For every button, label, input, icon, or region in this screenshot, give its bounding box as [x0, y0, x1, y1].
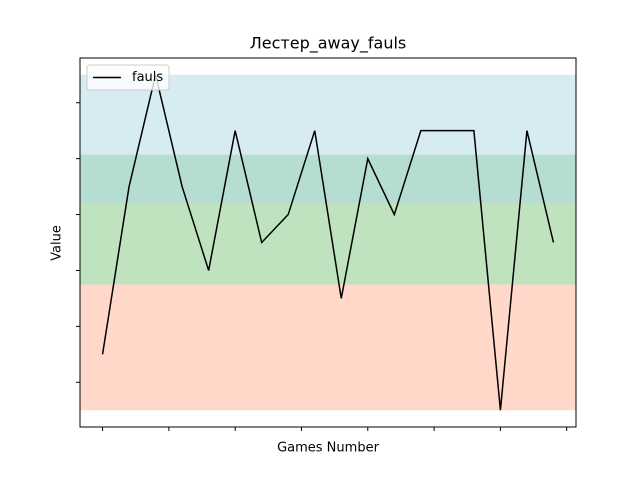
band [80, 284, 576, 411]
x-axis-label: Games Number [277, 441, 379, 456]
legend-box [86, 64, 170, 91]
band [80, 74, 576, 203]
plot-frame [79, 57, 577, 428]
chart-title: Лестер_away_fauls [250, 34, 407, 54]
y-axis-label: Value [50, 225, 65, 261]
line [101, 74, 555, 411]
legend-label: fauls [132, 70, 163, 85]
